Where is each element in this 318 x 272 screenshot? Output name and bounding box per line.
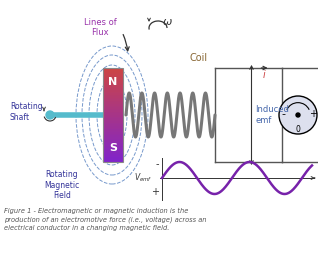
Bar [103, 157, 123, 159]
Bar [103, 142, 123, 143]
Bar [103, 121, 123, 123]
Bar [103, 120, 123, 121]
Circle shape [46, 111, 54, 119]
Bar [103, 153, 123, 154]
Bar [103, 99, 123, 101]
Bar [103, 159, 123, 160]
Text: i: i [263, 70, 266, 80]
Bar [103, 91, 123, 93]
Bar [103, 137, 123, 138]
Circle shape [279, 96, 317, 134]
Text: -: - [281, 109, 285, 119]
Bar [103, 106, 123, 107]
Bar [103, 88, 123, 90]
Bar [103, 93, 123, 95]
Bar [103, 104, 123, 106]
Bar [103, 101, 123, 103]
Text: Rotating
Magnetic
Field: Rotating Magnetic Field [45, 170, 80, 200]
Bar [103, 82, 123, 84]
Bar [103, 70, 123, 71]
Text: Lines of
Flux: Lines of Flux [84, 18, 116, 38]
Bar [103, 151, 123, 153]
Bar [103, 150, 123, 151]
Bar [103, 68, 123, 70]
Bar [103, 73, 123, 74]
Text: ω: ω [163, 17, 173, 27]
Bar [103, 81, 123, 82]
Bar [103, 132, 123, 134]
Text: S: S [109, 143, 117, 153]
Bar [103, 115, 123, 117]
Text: Rotating
Shaft: Rotating Shaft [10, 102, 43, 122]
Bar [103, 95, 123, 96]
Text: Induced
emf: Induced emf [255, 105, 289, 125]
Bar [103, 160, 123, 162]
Bar [103, 96, 123, 98]
Bar [103, 117, 123, 118]
Bar [103, 74, 123, 76]
Text: N: N [108, 77, 118, 87]
Bar [103, 113, 123, 115]
Bar [103, 85, 123, 87]
Bar [103, 128, 123, 129]
Text: $V_{emf}$: $V_{emf}$ [134, 172, 152, 184]
Bar [103, 79, 123, 81]
Bar [103, 76, 123, 78]
Bar [103, 112, 123, 113]
Text: Figure 1 - Electromagnetic or magnetic induction is the
production of an electro: Figure 1 - Electromagnetic or magnetic i… [4, 208, 206, 231]
Bar [103, 148, 123, 150]
Text: +: + [309, 109, 317, 119]
Bar [103, 129, 123, 131]
Text: Coil: Coil [190, 53, 208, 63]
Bar [103, 146, 123, 148]
Bar [103, 118, 123, 120]
Bar [103, 145, 123, 146]
Bar [103, 134, 123, 135]
Circle shape [116, 112, 123, 119]
Text: +: + [151, 187, 159, 197]
Bar [103, 135, 123, 137]
Bar [103, 103, 123, 104]
Bar [103, 131, 123, 132]
Text: 0: 0 [295, 125, 301, 134]
Bar [103, 140, 123, 142]
Bar [103, 143, 123, 145]
Bar [103, 90, 123, 91]
Circle shape [296, 113, 300, 117]
Bar [103, 78, 123, 79]
Bar [103, 107, 123, 109]
Bar [103, 124, 123, 126]
Bar [103, 98, 123, 99]
Bar [103, 109, 123, 110]
Bar [103, 138, 123, 140]
Text: -: - [156, 159, 159, 169]
Bar [103, 156, 123, 157]
Bar [103, 71, 123, 73]
Bar [103, 84, 123, 85]
Bar [103, 123, 123, 124]
Bar [103, 87, 123, 88]
Bar [103, 126, 123, 128]
Bar [103, 110, 123, 112]
Bar [103, 154, 123, 156]
Bar [103, 68, 123, 162]
